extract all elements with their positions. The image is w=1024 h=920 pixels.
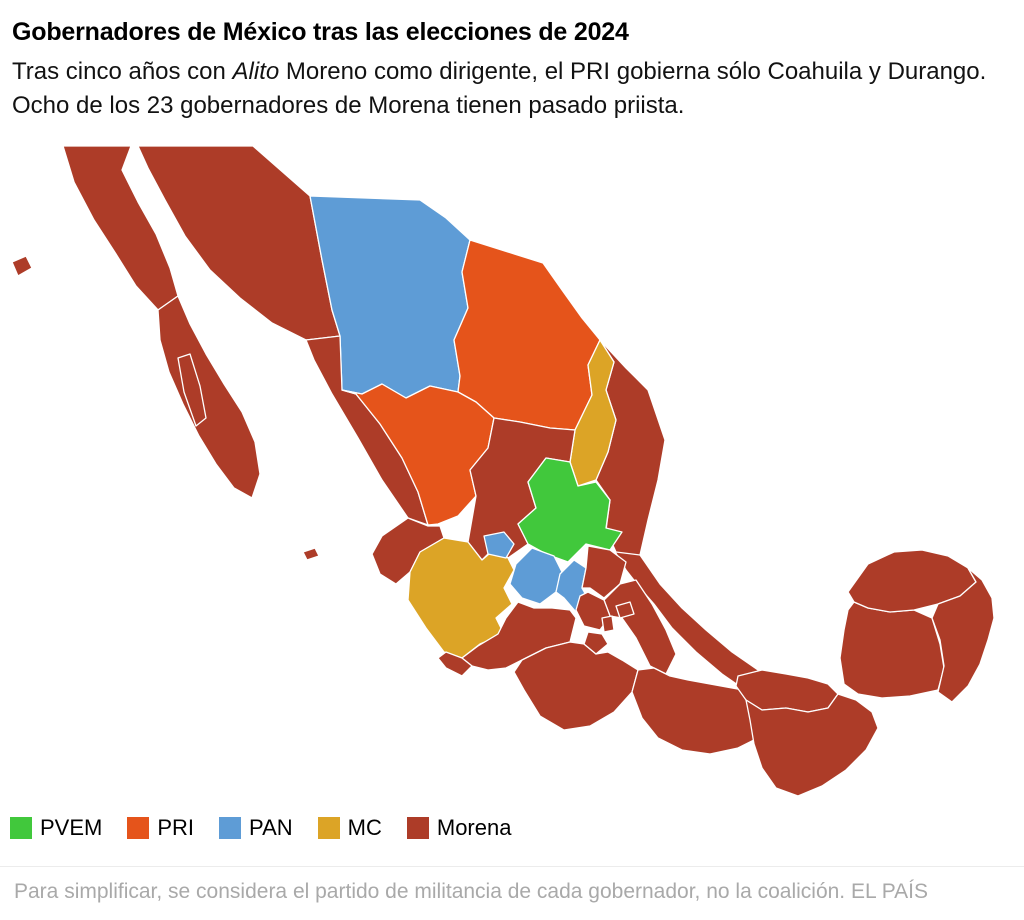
chart-subtitle: Tras cinco años con Alito Moreno como di…	[12, 55, 1014, 123]
pvem-color-swatch	[10, 817, 32, 839]
state-quintana-roo	[931, 567, 995, 703]
state-chiapas	[745, 693, 879, 797]
state-baja-california-sur	[157, 295, 261, 499]
state-nuevo-leon	[569, 339, 617, 487]
legend-label-pri: PRI	[157, 815, 195, 840]
state-campeche	[839, 601, 945, 699]
legend: PVEM PRI PAN MC Morena	[10, 815, 511, 841]
state-colima	[437, 651, 473, 677]
legend-item-pvem: PVEM	[10, 815, 102, 841]
legend-item-pan: PAN	[219, 815, 293, 841]
footnote: Para simplificar, se considera el partid…	[0, 866, 1024, 904]
state-tlaxcala	[615, 601, 635, 619]
legend-label-pan: PAN	[249, 815, 293, 840]
state-guanajuato	[509, 547, 563, 605]
legend-item-pri: PRI	[127, 815, 194, 841]
pan-color-swatch	[219, 817, 242, 839]
state-ciudad-de-mexico	[601, 615, 615, 633]
state-san-luis-potosi	[517, 457, 623, 563]
pri-color-swatch	[127, 817, 150, 839]
state-guerrero	[513, 641, 639, 731]
state-morelos	[583, 631, 609, 655]
legend-label-mc: MC	[347, 815, 382, 840]
mexico-choropleth-map	[10, 140, 1000, 805]
island-islas-marias	[302, 547, 320, 561]
legend-label-pvem: PVEM	[40, 815, 103, 840]
island-guadalupe	[11, 255, 33, 277]
subtitle-text-pre: Tras cinco años con	[12, 58, 233, 85]
subtitle-text-post: Moreno como dirigente, el PRI gobierna s…	[12, 58, 987, 119]
subtitle-italic-alito: Alito	[232, 58, 280, 85]
state-michoacan	[461, 601, 577, 671]
legend-item-morena: Morena	[406, 815, 512, 841]
mc-color-swatch	[317, 817, 340, 839]
morena-color-swatch	[406, 817, 429, 839]
footnote-text: Para simplificar, se considera el partid…	[14, 880, 929, 903]
legend-item-mc: MC	[317, 815, 382, 841]
state-jalisco	[407, 537, 515, 659]
map-svg	[11, 145, 995, 797]
state-aguascalientes	[483, 531, 515, 559]
chart-title: Gobernadores de México tras las eleccion…	[12, 18, 629, 46]
state-estado-de-mexico	[575, 591, 611, 631]
state-hidalgo	[581, 545, 627, 599]
legend-label-morena: Morena	[436, 815, 512, 840]
island-angel-de-la-guarda	[177, 353, 207, 427]
